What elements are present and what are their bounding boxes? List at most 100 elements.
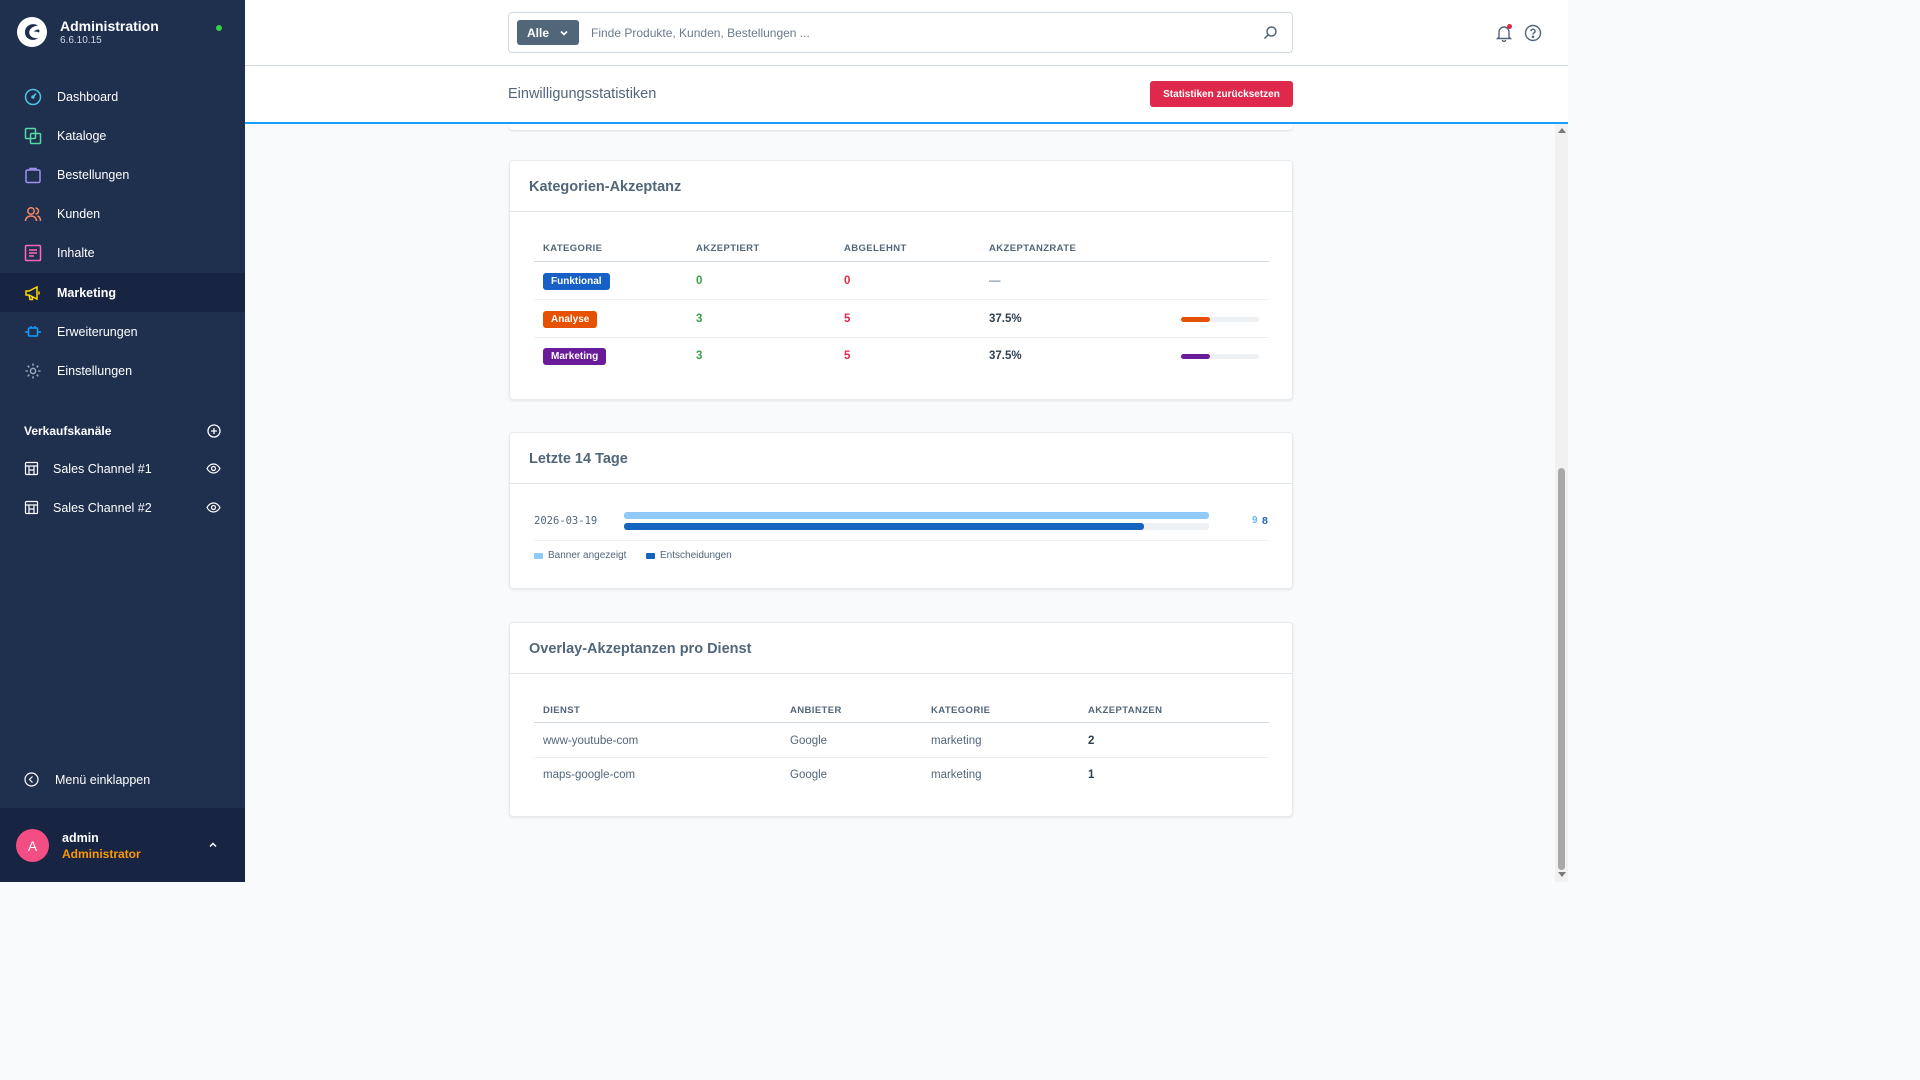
storefront-icon [24,500,39,515]
rejected-count: 5 [844,313,851,325]
acceptance-count: 1 [1088,769,1095,781]
card-title: Overlay-Akzeptanzen pro Dienst [510,623,1292,674]
user-name: admin [62,831,99,845]
table-header-divider [534,722,1269,723]
shopware-logo-icon [17,17,47,47]
scroll-down-arrow-icon[interactable] [1558,872,1566,877]
banner-shown-bar [624,512,1209,519]
search-type-label: Alle [526,25,549,40]
chevron-left-circle-icon [24,772,39,787]
nav-item-label: Bestellungen [57,167,130,182]
users-icon [24,207,42,222]
acceptance-rate-bar-fill [1181,317,1211,322]
reset-statistics-button[interactable]: Statistiken zurücksetzen [1150,81,1293,107]
collapse-menu-button[interactable]: Menü einklappen [24,772,150,787]
sales-channel-label: Sales Channel #2 [53,500,152,515]
brand[interactable]: Administration 6.6.10.15 [16,16,159,48]
nav-item-label: Dashboard [57,89,119,104]
rejected-count: 5 [844,350,851,362]
column-header-acceptance-rate: AKZEPTANZRATE [989,243,1077,254]
nav-item-marketing[interactable]: Marketing [0,272,245,313]
row-divider [534,337,1269,338]
notification-bell-icon[interactable] [1495,24,1513,42]
column-header-accepted: AKZEPTIERT [696,243,760,254]
decisions-bar [624,523,1144,530]
decisions-count: 8 [1262,515,1268,527]
nav-item-label: Kataloge [57,128,107,143]
column-header-category: KATEGORIE [543,243,603,254]
provider-name: Google [790,735,828,747]
search-input[interactable] [591,25,1231,40]
dashboard-icon [24,88,42,105]
acceptance-rate: 37.5% [989,313,1022,325]
admin-sidebar: Administration 6.6.10.15 Dashboard Katal… [0,0,245,882]
search-type-select[interactable]: Alle [517,20,579,45]
online-status-indicator [216,25,222,31]
acceptance-rate-bar-fill [1181,354,1211,359]
accepted-count: 3 [696,313,703,325]
add-circle-icon[interactable] [207,424,221,438]
table-header-divider [534,261,1269,262]
acceptance-rate: — [989,275,1001,287]
service-category: marketing [931,769,982,781]
plug-icon [25,325,41,337]
sales-channel-item[interactable]: Sales Channel #2 [24,500,221,515]
smart-bar: Einwilligungsstatistiken Statistiken zur… [245,66,1568,124]
sales-channels-header: Verkaufskanäle [24,424,221,438]
previous-card-edge [509,124,1293,130]
legend-decisions: Entscheidungen [646,550,732,561]
accepted-count: 0 [696,275,703,287]
card-title: Letzte 14 Tage [510,433,1292,484]
top-bar: Alle [245,0,1568,66]
accepted-count: 3 [696,350,703,362]
column-header-acceptances: AKZEPTANZEN [1088,705,1163,716]
row-divider [534,757,1269,758]
column-header-service: DIENST [543,705,581,716]
gear-icon [25,363,41,379]
category-pill-functional: Funktional [543,273,610,290]
nav-item-customers[interactable]: Kunden [0,195,245,234]
main-navigation: Dashboard Kataloge Bestellungen Kunden I… [0,77,245,391]
legend-swatch [534,552,543,559]
scroll-thumb[interactable] [1558,468,1565,870]
nav-item-extensions[interactable]: Erweiterungen [0,312,245,351]
card-title: Kategorien-Akzeptanz [510,161,1292,212]
overlay-acceptance-card: Overlay-Akzeptanzen pro Dienst DIENST AN… [509,622,1293,817]
page-scrollbar[interactable] [1555,124,1568,882]
chevron-up-icon[interactable] [207,839,219,851]
day-date: 2026-03-19 [534,515,598,527]
legend-label: Banner angezeigt [548,550,627,561]
catalog-icon [24,127,42,145]
nav-item-settings[interactable]: Einstellungen [0,351,245,390]
category-acceptance-card: Kategorien-Akzeptanz KATEGORIE AKZEPTIER… [509,160,1293,400]
legend-swatch [646,552,655,559]
nav-item-label: Inhalte [57,246,95,261]
storefront-icon [24,461,39,476]
collapse-menu-label: Menü einklappen [55,772,151,787]
app-title: Administration [60,18,159,34]
nav-item-label: Einstellungen [57,363,133,378]
provider-name: Google [790,769,828,781]
row-divider [534,540,1269,541]
sales-channel-item[interactable]: Sales Channel #1 [24,461,221,476]
help-icon[interactable] [1524,24,1542,42]
nav-item-orders[interactable]: Bestellungen [0,155,245,194]
nav-item-content[interactable]: Inhalte [0,234,245,273]
legend-label: Entscheidungen [660,550,732,561]
app-version: 6.6.10.15 [60,35,102,46]
nav-item-catalogs[interactable]: Kataloge [0,116,245,155]
acceptance-rate-bar [1181,354,1259,359]
bag-icon [25,167,41,184]
scroll-up-arrow-icon[interactable] [1558,128,1566,133]
chevron-down-icon [560,30,568,36]
column-header-rejected: ABGELEHNT [844,243,907,254]
search-icon[interactable] [1263,25,1278,40]
eye-icon[interactable] [206,500,221,515]
nav-item-dashboard[interactable]: Dashboard [0,77,245,116]
eye-icon[interactable] [206,461,221,476]
column-header-provider: ANBIETER [790,705,842,716]
rejected-count: 0 [844,275,851,287]
user-menu[interactable]: A admin Administrator [0,808,245,882]
content-icon [24,245,42,262]
row-divider [534,299,1269,300]
